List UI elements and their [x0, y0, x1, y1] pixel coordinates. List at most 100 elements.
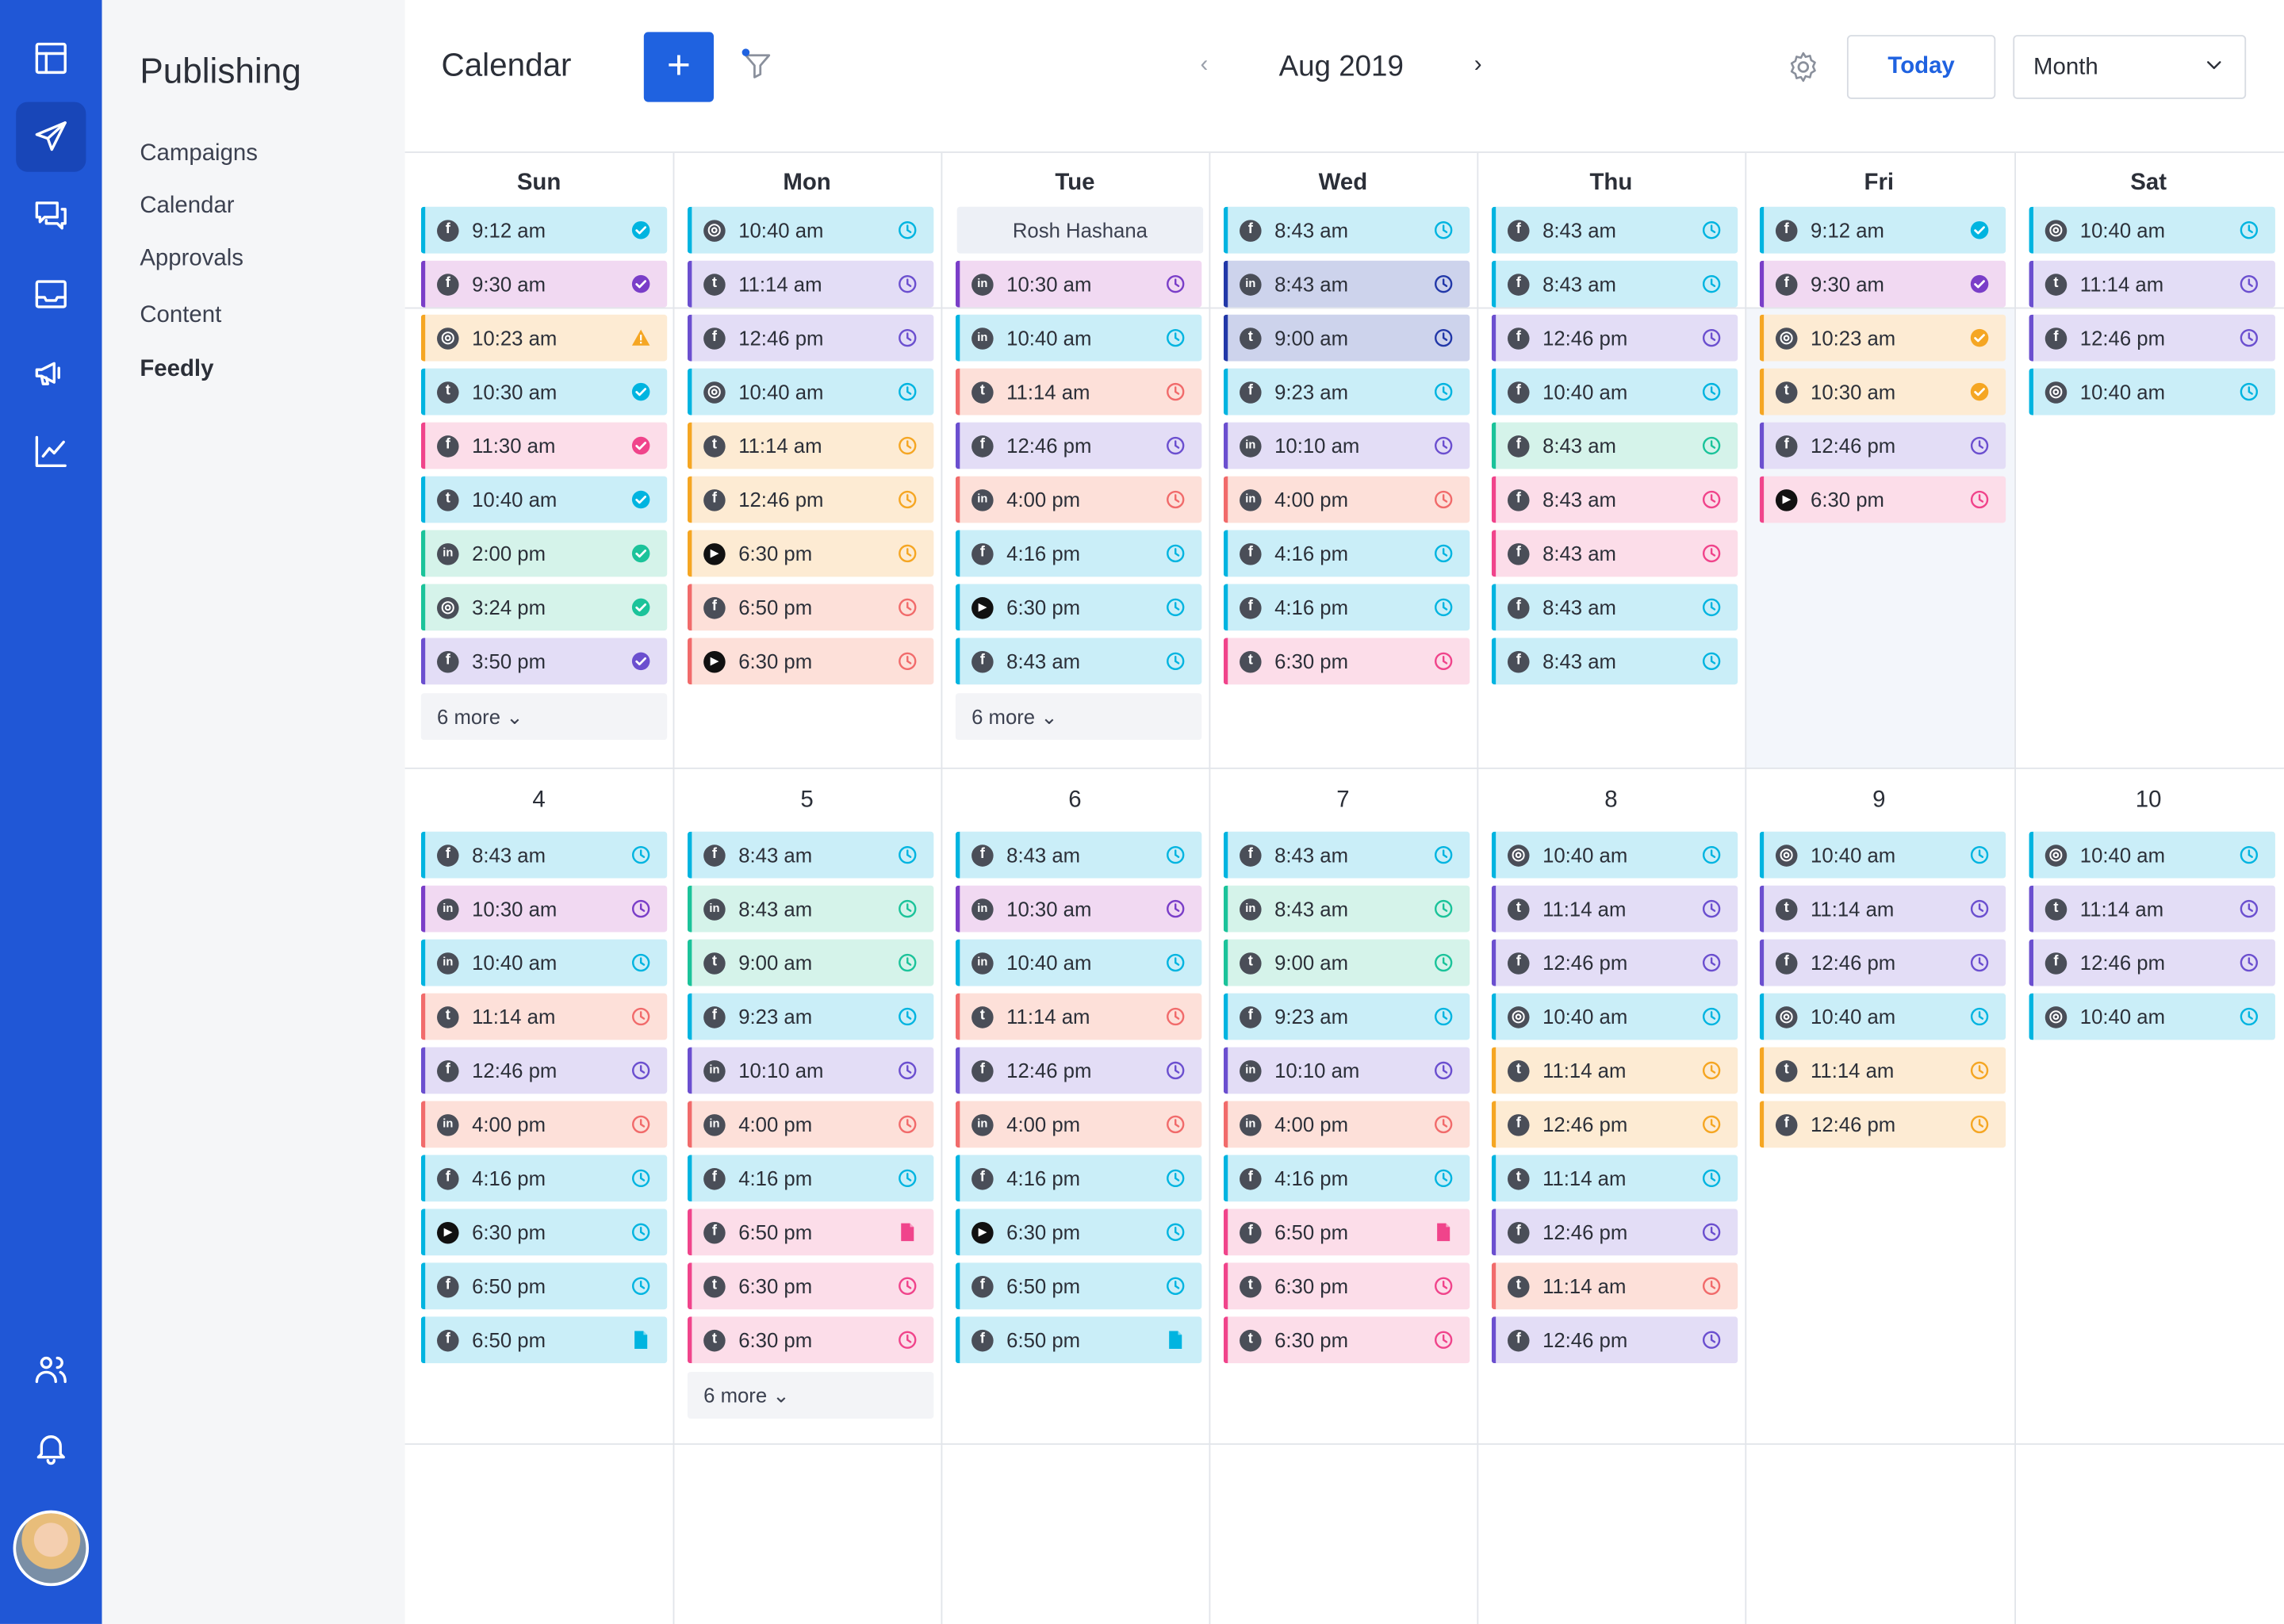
event-item[interactable]: f 8:43 am — [1223, 831, 1470, 879]
event-item[interactable]: ▶ 6:30 pm — [955, 584, 1202, 631]
more-button[interactable]: 6 more ⌄ — [955, 693, 1202, 741]
event-item[interactable]: t 6:30 pm — [1223, 638, 1470, 685]
event-item[interactable]: f 8:43 am — [1491, 422, 1738, 469]
event-item[interactable]: t 11:14 am — [955, 368, 1202, 416]
team-icon[interactable] — [16, 1334, 86, 1404]
event-item[interactable]: t 11:14 am — [2029, 260, 2275, 308]
event-item[interactable]: f 8:43 am — [1491, 638, 1738, 685]
event-item[interactable]: ▶ 6:30 pm — [420, 1208, 668, 1256]
bell-icon[interactable] — [16, 1413, 86, 1483]
engagement-icon[interactable] — [16, 181, 86, 251]
event-item[interactable]: t 6:30 pm — [687, 1262, 934, 1310]
dashboard-icon[interactable] — [16, 23, 86, 93]
event-item[interactable]: ▶ 6:30 pm — [1759, 476, 2006, 523]
event-item[interactable]: f 4:16 pm — [1223, 584, 1470, 631]
event-item[interactable]: ◎ 10:40 am — [2029, 831, 2275, 879]
gear-icon[interactable] — [1786, 49, 1821, 84]
event-item[interactable]: f 12:46 pm — [1491, 1316, 1738, 1364]
event-item[interactable]: t 10:40 am — [420, 476, 668, 523]
event-item[interactable]: f 4:16 pm — [955, 530, 1202, 577]
event-item[interactable]: f 12:46 pm — [1759, 1101, 2006, 1148]
event-item[interactable]: f 12:46 pm — [687, 314, 934, 362]
event-item[interactable]: in 4:00 pm — [1223, 1101, 1470, 1148]
event-item[interactable]: ◎ 10:40 am — [687, 206, 934, 254]
event-item[interactable]: in 4:00 pm — [687, 1101, 934, 1148]
event-item[interactable]: in 8:43 am — [687, 885, 934, 933]
event-item[interactable]: in 10:10 am — [1223, 422, 1470, 469]
event-item[interactable]: ▶ 6:30 pm — [955, 1208, 1202, 1256]
event-item[interactable]: f 9:23 am — [687, 993, 934, 1040]
event-item[interactable]: f 8:43 am — [1491, 530, 1738, 577]
event-item[interactable]: f 6:50 pm — [955, 1316, 1202, 1364]
nav-approvals[interactable]: Approvals — [140, 246, 244, 271]
event-item[interactable]: t 11:14 am — [1491, 1155, 1738, 1202]
event-item[interactable]: f 6:50 pm — [687, 584, 934, 631]
event-item[interactable]: f 12:46 pm — [1759, 939, 2006, 986]
event-item[interactable]: ◎ 10:40 am — [2029, 206, 2275, 254]
event-item[interactable]: ◎ 10:40 am — [687, 368, 934, 416]
event-item[interactable]: t 11:14 am — [2029, 885, 2275, 933]
event-item[interactable]: f 4:16 pm — [420, 1155, 668, 1202]
inbox-icon[interactable] — [16, 259, 86, 329]
analytics-icon[interactable] — [16, 416, 86, 486]
today-button[interactable]: Today — [1846, 35, 1996, 99]
event-item[interactable]: f 10:40 am — [1491, 368, 1738, 416]
event-item[interactable]: f 12:46 pm — [2029, 939, 2275, 986]
event-item[interactable]: ▶ 6:30 pm — [687, 638, 934, 685]
event-item[interactable]: t 6:30 pm — [687, 1316, 934, 1364]
event-item[interactable]: f 6:50 pm — [955, 1262, 1202, 1310]
event-item[interactable]: in 2:00 pm — [420, 530, 668, 577]
event-item[interactable]: f 12:46 pm — [1491, 314, 1738, 362]
event-item[interactable]: t 11:14 am — [1759, 885, 2006, 933]
event-item[interactable]: t 10:30 am — [420, 368, 668, 416]
event-item[interactable]: f 6:50 pm — [420, 1262, 668, 1310]
event-item[interactable]: f 9:12 am — [420, 206, 668, 254]
event-item[interactable]: f 8:43 am — [1491, 260, 1738, 308]
event-item[interactable]: t 9:00 am — [1223, 939, 1470, 986]
event-item[interactable]: t 11:14 am — [1491, 1047, 1738, 1094]
next-month-icon[interactable]: › — [1473, 52, 1482, 78]
event-item[interactable]: f 12:46 pm — [1491, 1208, 1738, 1256]
event-item[interactable]: f 12:46 pm — [1759, 422, 2006, 469]
event-item[interactable]: t 11:14 am — [1759, 1047, 2006, 1094]
event-item[interactable]: in 10:30 am — [955, 260, 1202, 308]
event-item[interactable]: ◎ 10:40 am — [1491, 993, 1738, 1040]
event-item[interactable]: t 11:14 am — [687, 260, 934, 308]
event-item[interactable]: in 10:10 am — [1223, 1047, 1470, 1094]
event-item[interactable]: f 8:43 am — [955, 831, 1202, 879]
event-item[interactable]: t 11:14 am — [420, 993, 668, 1040]
event-item[interactable]: f 9:23 am — [1223, 993, 1470, 1040]
event-item[interactable]: in 4:00 pm — [420, 1101, 668, 1148]
event-item[interactable]: in 8:43 am — [1223, 260, 1470, 308]
event-item[interactable]: in 10:40 am — [955, 314, 1202, 362]
event-item[interactable]: f 4:16 pm — [1223, 1155, 1470, 1202]
event-item[interactable]: in 4:00 pm — [955, 1101, 1202, 1148]
event-item[interactable]: f 9:30 am — [1759, 260, 2006, 308]
event-item[interactable]: in 10:30 am — [420, 885, 668, 933]
event-item[interactable]: f 8:43 am — [1491, 206, 1738, 254]
event-item[interactable]: in 4:00 pm — [1223, 476, 1470, 523]
event-item[interactable]: f 11:30 am — [420, 422, 668, 469]
event-item[interactable]: f 8:43 am — [687, 831, 934, 879]
event-item[interactable]: f 4:16 pm — [955, 1155, 1202, 1202]
event-item[interactable]: ▶ 6:30 pm — [687, 530, 934, 577]
event-item[interactable]: ◎ 10:40 am — [2029, 368, 2275, 416]
event-item[interactable]: in 8:43 am — [1223, 885, 1470, 933]
event-item[interactable]: f 12:46 pm — [1491, 939, 1738, 986]
event-item[interactable]: in 10:30 am — [955, 885, 1202, 933]
event-item[interactable]: t 9:00 am — [1223, 314, 1470, 362]
event-item[interactable]: f 8:43 am — [1491, 476, 1738, 523]
event-item[interactable]: t 6:30 pm — [1223, 1316, 1470, 1364]
event-item[interactable]: f 9:30 am — [420, 260, 668, 308]
event-item[interactable]: f 9:23 am — [1223, 368, 1470, 416]
event-item[interactable]: f 8:43 am — [1491, 584, 1738, 631]
event-item[interactable]: f 9:12 am — [1759, 206, 2006, 254]
event-item[interactable]: t 11:14 am — [687, 422, 934, 469]
event-item[interactable]: f 12:46 pm — [955, 1047, 1202, 1094]
event-item[interactable]: f 12:46 pm — [687, 476, 934, 523]
event-item[interactable]: f 8:43 am — [955, 638, 1202, 685]
more-button[interactable]: 6 more ⌄ — [687, 1372, 934, 1419]
event-item[interactable]: t 10:30 am — [1759, 368, 2006, 416]
event-item[interactable]: ◎ 10:40 am — [1491, 831, 1738, 879]
event-item[interactable]: f 8:43 am — [420, 831, 668, 879]
